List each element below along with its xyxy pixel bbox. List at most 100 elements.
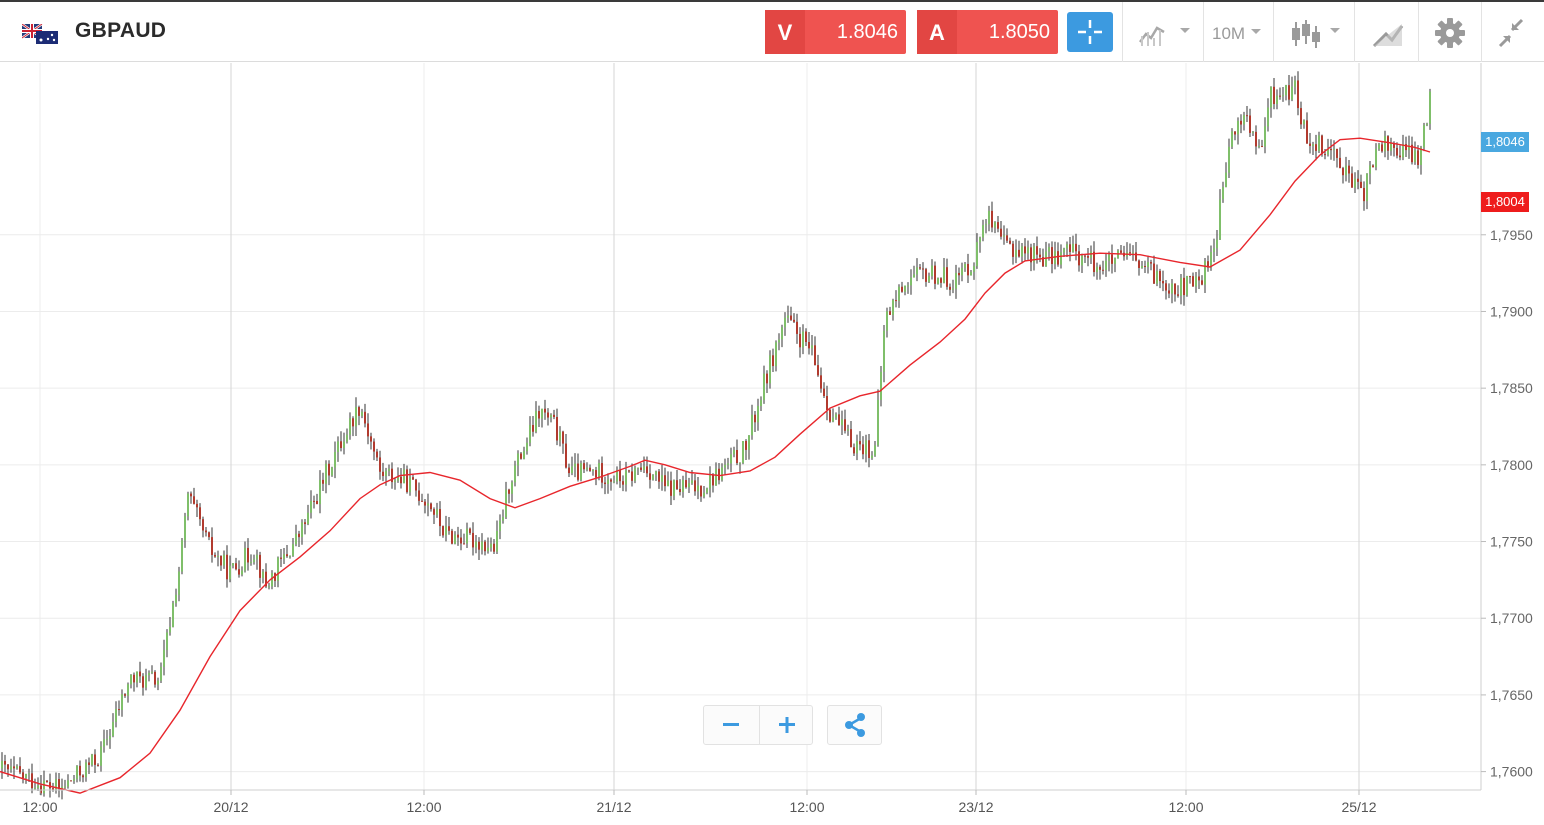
chart-type-dropdown[interactable]	[1136, 14, 1196, 52]
candle-body	[1024, 246, 1026, 254]
candle-body	[301, 522, 303, 538]
candle-body	[190, 493, 192, 497]
chart-toolbar: GBPAUD V 1.8046 A 1.8050 10M	[0, 2, 1544, 62]
candle-body	[352, 418, 354, 427]
candle-body	[1060, 252, 1062, 265]
candle-body	[1153, 263, 1155, 284]
sell-button[interactable]: V 1.8046	[765, 10, 906, 54]
x-tick-label: 12:00	[406, 799, 441, 815]
candle-body	[415, 479, 417, 491]
candle-body	[550, 414, 552, 418]
candle-body	[1384, 136, 1386, 152]
drawing-tools-button[interactable]	[1368, 14, 1408, 52]
buy-label: A	[917, 10, 957, 54]
candle-body	[397, 476, 399, 481]
candle-body	[610, 479, 612, 482]
moving-average-line	[0, 137, 1431, 794]
candle-body	[1351, 173, 1353, 188]
candle-body	[1069, 244, 1071, 252]
candle-body	[871, 455, 873, 459]
candle-body	[430, 503, 432, 510]
candle-body	[1240, 120, 1242, 125]
y-tick-label: 1,7800	[1490, 457, 1533, 473]
candle-body	[1165, 283, 1167, 291]
candle-body	[847, 429, 849, 431]
candle-body	[325, 463, 327, 484]
candle-body	[1282, 95, 1284, 97]
candle-body	[667, 480, 669, 487]
candle-body	[82, 775, 84, 778]
candle-body	[193, 496, 195, 504]
candle-body	[1336, 148, 1338, 158]
symbol-title: GBPAUD	[75, 19, 167, 42]
candle-body	[1009, 240, 1011, 244]
candle-body	[766, 373, 768, 384]
buy-button[interactable]: A 1.8050	[917, 10, 1058, 54]
candle-body	[676, 480, 678, 490]
candle-body	[1375, 148, 1377, 168]
collapse-button[interactable]	[1494, 14, 1534, 52]
candle-body	[997, 222, 999, 229]
candle-body	[724, 464, 726, 468]
candle-body	[25, 774, 27, 779]
candle-body	[1171, 283, 1173, 294]
candle-body	[349, 418, 351, 435]
candle-body	[1411, 144, 1413, 163]
candle-body	[127, 684, 129, 696]
candle-body	[55, 779, 57, 791]
candle-body	[679, 489, 681, 492]
candle-body	[532, 425, 534, 432]
candle-body	[226, 554, 228, 580]
candle-body	[232, 563, 234, 566]
candle-body	[736, 450, 738, 464]
candle-body	[1090, 251, 1092, 258]
candle-body	[109, 736, 111, 739]
candle-body	[370, 436, 372, 442]
toolbar-separator	[1122, 2, 1123, 62]
candle-body	[40, 785, 42, 794]
candle-body	[463, 543, 465, 545]
candle-body	[1213, 248, 1215, 252]
candle-body	[1156, 270, 1158, 284]
candle-body	[250, 562, 252, 564]
candle-body	[787, 315, 789, 318]
candle-body	[1423, 125, 1425, 148]
crosshair-button[interactable]	[1067, 12, 1113, 52]
candle-body	[835, 414, 837, 418]
price-chart[interactable]: 1,7600 1,7650 1,7700 1,7750 1,7800 1,7850 1,79…	[0, 63, 1544, 825]
candle-body	[94, 754, 96, 765]
candle-body	[781, 327, 783, 340]
candle-body	[148, 672, 150, 676]
candle-body	[4, 760, 6, 765]
candle-body	[1006, 235, 1008, 241]
candle-body	[529, 425, 531, 443]
candle-body	[1345, 165, 1347, 176]
last-price-label: 1,8046	[1481, 132, 1529, 152]
candle-body	[877, 399, 879, 446]
candle-body	[421, 500, 423, 502]
toolbar-separator	[1418, 2, 1419, 62]
settings-button[interactable]	[1430, 14, 1470, 52]
candle-body	[598, 463, 600, 478]
candle-body	[730, 454, 732, 464]
timeframe-dropdown[interactable]: 10M	[1212, 24, 1246, 43]
zoom-out-button[interactable]	[704, 706, 758, 744]
candle-body	[436, 509, 438, 515]
candle-body	[970, 271, 972, 276]
candle-body	[523, 451, 525, 459]
buy-price: 1.8050	[988, 21, 1050, 43]
candle-body	[139, 671, 141, 677]
zoom-in-button[interactable]	[759, 706, 814, 744]
candle-body	[424, 501, 426, 506]
candle-body	[1135, 252, 1137, 261]
share-button[interactable]	[827, 705, 882, 745]
candle-body	[1393, 143, 1395, 148]
candle-body	[289, 555, 291, 557]
candle-style-dropdown[interactable]	[1286, 14, 1346, 52]
candle-body	[1327, 149, 1329, 155]
candle-body	[1318, 135, 1320, 151]
candle-body	[757, 406, 759, 423]
candle-body	[64, 786, 66, 788]
candle-body	[1303, 120, 1305, 125]
candle-body	[1147, 262, 1149, 268]
